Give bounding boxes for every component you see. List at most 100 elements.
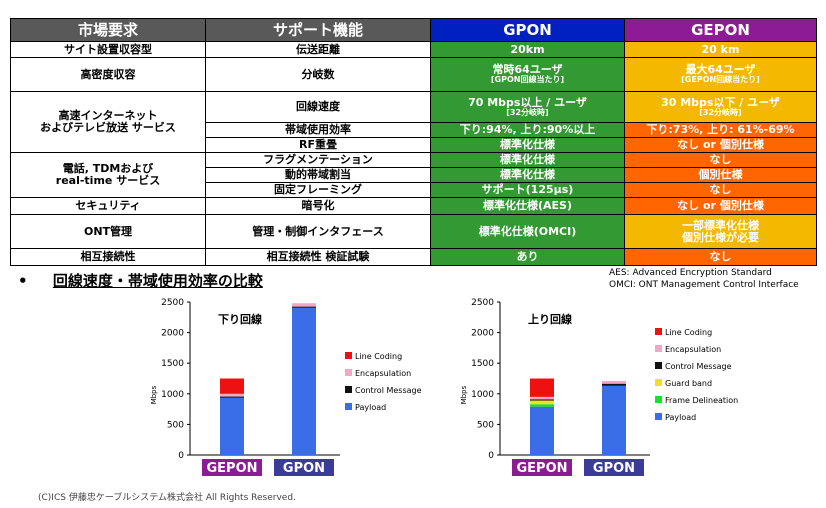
gpon-cell: あり [430, 248, 625, 266]
gpon-cell: 標準化仕様 [430, 167, 625, 183]
y-tick-label: 2500 [161, 298, 184, 308]
bullet-icon: • [18, 272, 28, 290]
gpon-cell-main: 70 Mbps以上 / ユーザ [468, 95, 587, 109]
legend-label: Payload [665, 413, 696, 422]
category-label: GPON [283, 461, 325, 476]
legend-label: Frame Delineation [665, 396, 738, 405]
header-market-requirements: 市場要求 [10, 18, 206, 42]
legend-label: Guard band [665, 379, 712, 388]
function-cell: RF重畳 [205, 137, 431, 153]
legend-swatch [655, 328, 662, 335]
gpon-cell: 常時64ユーザ [GPON回線当たり] [430, 57, 625, 92]
table-row: ONT管理 管理・制御インタフェース 標準化仕様(OMCI) 一部標準化仕様 個… [10, 214, 817, 249]
gepon-cell: 30 Mbps以下 / ユーザ [32分岐時] [624, 91, 817, 123]
downstream-chart-svg: 0 500 1000 1500 2000 2500 Mbps 下り回線 GEPON GPON Lin… [150, 298, 422, 476]
gepon-cell: 個別仕様 [624, 167, 817, 183]
gepon-cell: 20 km [624, 41, 817, 58]
table-row: 電話, TDMおよび real-time サービス フラグメンテーション 標準化… [10, 152, 817, 198]
y-tick-label: 500 [167, 420, 184, 430]
gpon-cell: サポート(125μs) [430, 182, 625, 198]
function-cell: 分岐数 [205, 57, 431, 92]
table-row: 固定フレーミング サポート(125μs) なし [11, 182, 817, 198]
y-tick-label: 2000 [471, 329, 494, 339]
legend-swatch [655, 379, 662, 386]
legend-label: Payload [355, 403, 386, 412]
requirement-line: およびテレビ放送 サービス [40, 121, 176, 134]
gpon-cell: 標準化仕様(AES) [430, 197, 625, 215]
y-tick-label: 1500 [471, 359, 494, 369]
bar-segment-encapsulation [292, 303, 316, 307]
gepon-cell: なし or 個別仕様 [624, 137, 817, 153]
gepon-cell-note: [GEPON回線当たり] [681, 75, 760, 85]
bar-segment-payload [292, 307, 316, 455]
bar-segment-line-coding [220, 378, 244, 394]
legend-label: Control Message [355, 386, 422, 395]
requirement-cell: ONT管理 [10, 214, 206, 249]
section-title: 回線速度・帯域使用効率の比較 [52, 272, 263, 290]
category-label: GPON [593, 461, 635, 476]
bar-segment-frame-delineation [530, 404, 554, 407]
legend-swatch [345, 386, 352, 393]
bar-segment-encapsulation [220, 393, 244, 397]
function-cell: 回線速度 [205, 91, 431, 123]
function-cell: 管理・制御インタフェース [205, 214, 431, 249]
footer-copyright: (C)ICS 伊藤忠ケーブルシステム株式会社 All Rights Reserv… [38, 493, 296, 503]
legend-label: Control Message [665, 362, 732, 371]
legend-swatch [345, 403, 352, 410]
requirement-cell: サイト設置収容型 [10, 41, 206, 58]
requirement-cell: 高速インターネット およびテレビ放送 サービス [10, 91, 206, 153]
requirement-cell: 電話, TDMおよび real-time サービス [10, 152, 206, 198]
category-label-bg [512, 459, 572, 476]
requirement-line: real-time サービス [55, 174, 161, 187]
chart-title: 上り回線 [528, 312, 572, 326]
gepon-cell: 最大64ユーザ [GEPON回線当たり] [624, 57, 817, 92]
gpon-cell: 70 Mbps以上 / ユーザ [32分岐時] [430, 91, 625, 123]
y-tick-label: 2000 [161, 329, 184, 339]
upstream-chart-svg: 0 500 1000 1500 2000 2500 Mbps 上り回線 GEPON GPON Lin… [460, 298, 738, 476]
legend-swatch [655, 362, 662, 369]
comparison-table: 市場要求 サポート機能 GPON GEPON サイト設置収容型 伝送距離 20k… [10, 18, 817, 266]
gepon-cell: なし [624, 182, 817, 198]
gepon-cell: 一部標準化仕様 個別仕様が必要 [624, 214, 817, 249]
legend-label: Encapsulation [355, 369, 411, 378]
category-label-bg [202, 459, 262, 476]
abbreviation-omci: OMCI: ONT Management Control Interface [609, 280, 799, 290]
gpon-cell: 標準化仕様 [430, 137, 625, 153]
gpon-cell-main: 常時64ユーザ [492, 63, 563, 77]
function-cell: 動的帯域割当 [205, 167, 431, 183]
legend-swatch [655, 345, 662, 352]
upstream-chart: 0 500 1000 1500 2000 2500 Mbps 上り回線 GEPON GPON Lin… [450, 292, 750, 486]
bar-segment-payload [602, 385, 626, 455]
bar-segment-control-message [530, 399, 554, 401]
gepon-cell-line: 個別仕様が必要 [682, 230, 759, 244]
gpon-cell: 下り:94%, 上り:90%以上 [430, 122, 625, 138]
y-tick-label: 500 [477, 420, 494, 430]
gepon-cell-main: 30 Mbps以下 / ユーザ [661, 95, 780, 109]
gepon-cell: なし [624, 248, 817, 266]
gpon-cell: 標準化仕様(OMCI) [430, 214, 625, 249]
y-tick-label: 1000 [471, 390, 494, 400]
gepon-cell: 下り:73%, 上り: 61%-69% [624, 122, 817, 138]
table-row: RF重畳 標準化仕様 なし or 個別仕様 [11, 137, 817, 153]
gpon-cell-note: [GPON回線当たり] [490, 75, 565, 85]
gpon-cell: 20km [430, 41, 625, 58]
gepon-cell: なし [624, 152, 817, 168]
legend-swatch [655, 396, 662, 403]
function-cell: 暗号化 [205, 197, 431, 215]
chart-title: 下り回線 [218, 312, 262, 326]
bar-segment-payload [220, 397, 244, 455]
y-tick-label: 0 [488, 451, 494, 461]
requirement-cell: 相互接続性 [10, 248, 206, 266]
function-cell: 帯域使用効率 [205, 122, 431, 138]
legend-label: Line Coding [665, 328, 712, 337]
bar-segment-control-message [602, 383, 626, 386]
legend-label: Line Coding [355, 352, 402, 361]
y-tick-label: 2500 [471, 298, 494, 308]
section-heading: • 回線速度・帯域使用効率の比較 [18, 270, 263, 291]
bar-segment-payload [530, 406, 554, 455]
y-axis-label: Mbps [150, 385, 158, 404]
requirement-cell: セキュリティ [10, 197, 206, 215]
gpon-cell: 標準化仕様 [430, 152, 625, 168]
table-header-row: 市場要求 サポート機能 GPON GEPON [10, 18, 817, 42]
gepon-cell: なし or 個別仕様 [624, 197, 817, 215]
